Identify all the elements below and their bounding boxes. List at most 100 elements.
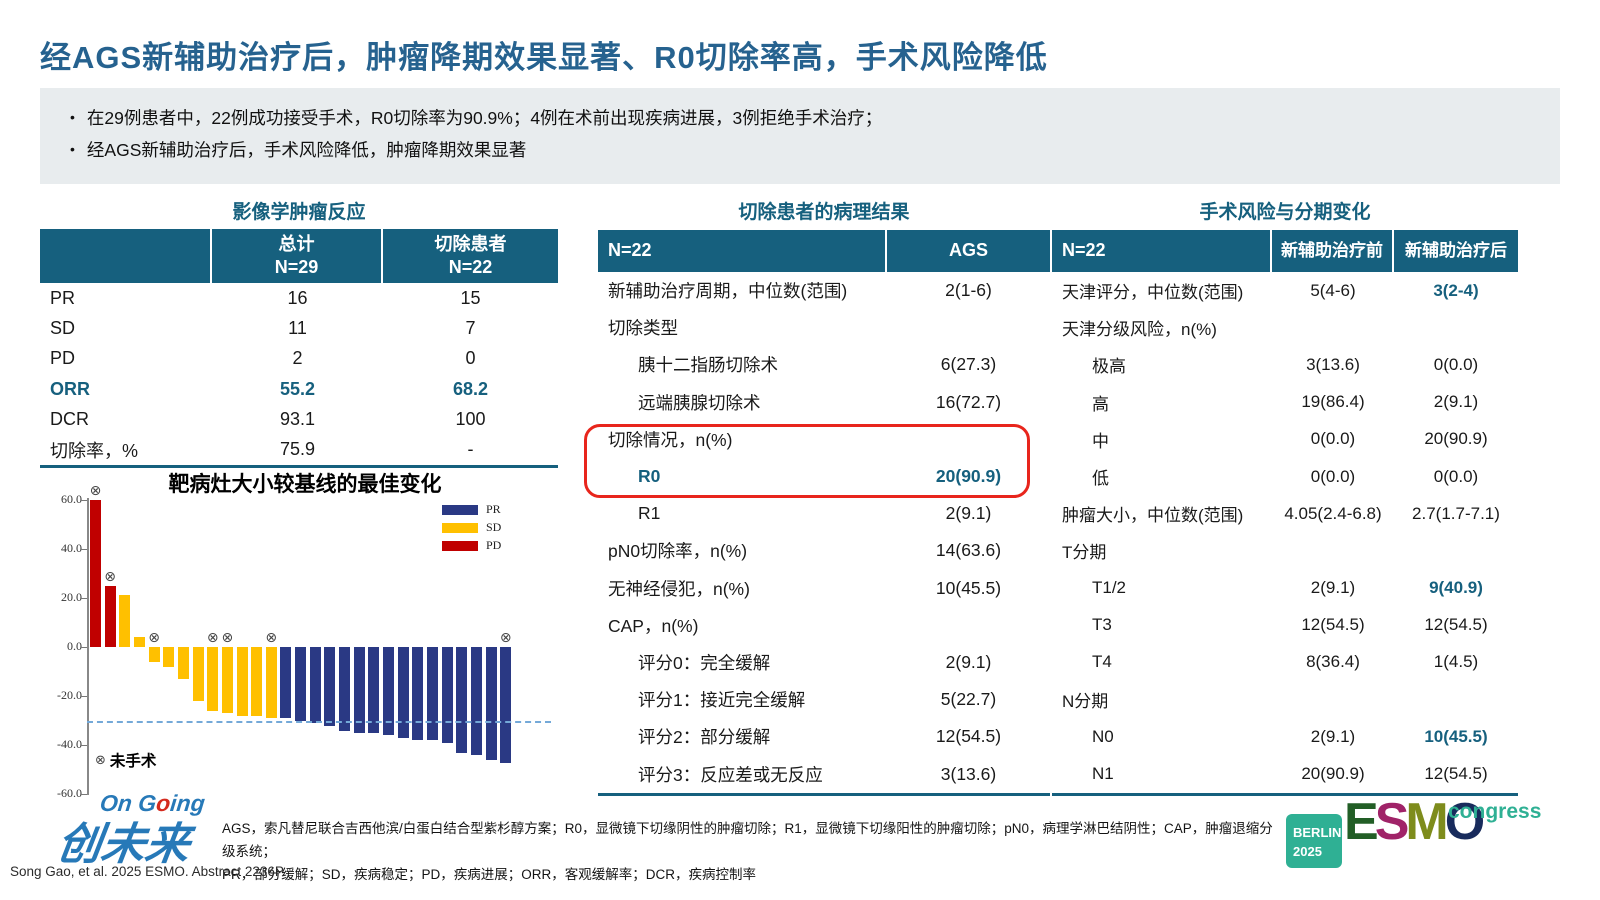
table-row: T3 12(54.5) 12(54.5) — [1092, 615, 1488, 635]
waterfall-bar-pr — [500, 647, 512, 763]
table-row: 天津分级风险，n(%) — [1062, 320, 1217, 340]
y-axis-tick — [81, 499, 87, 501]
waterfall-bar-pr — [339, 647, 351, 731]
waterfall-bar-pr — [456, 647, 468, 753]
waterfall-bar-sd — [163, 647, 175, 667]
y-axis-tick-label: 60.0 — [61, 491, 82, 506]
waterfall-bar-pr — [383, 647, 394, 736]
waterfall-bar-sd — [207, 647, 219, 711]
waterfall-bar-sd — [221, 647, 233, 714]
y-axis-tick — [81, 794, 87, 796]
right-table-header: N=22 新辅助治疗前 新辅助治疗后 — [1052, 230, 1518, 272]
table-row: 中 0(0.0) 20(90.9) — [1092, 429, 1488, 451]
table-row: 评分3：反应差或无反应 3(13.6) — [638, 763, 997, 785]
y-axis-tick — [81, 745, 87, 747]
y-axis-tick — [81, 597, 87, 599]
waterfall-bar-pr — [368, 647, 380, 734]
waterfall-bar-pr — [397, 647, 409, 738]
page-title: 经AGS新辅助治疗后，肿瘤降期效果显著、R0切除率高，手术风险降低 — [40, 40, 1048, 75]
y-axis-tick-label: 20.0 — [61, 589, 82, 604]
table-row: DCR 93.1 100 — [50, 408, 486, 429]
r0-highlight-box — [584, 424, 1030, 498]
congress-label: congress — [1448, 800, 1542, 823]
table-row: 天津评分，中位数(范围) 5(4-6) 3(2-4) — [1062, 280, 1479, 303]
y-axis-tick-label: -60.0 — [57, 786, 82, 801]
waterfall-bar-sd — [177, 647, 189, 679]
table-row: CAP，n(%) — [608, 615, 699, 636]
table-row: N分期 — [1062, 692, 1109, 712]
table-row-r0: R0 20(90.9) — [638, 466, 1002, 487]
waterfall-bar-pr — [485, 647, 497, 761]
summary-box: • 在29例患者中，22例成功接受手术，R0切除率为90.9%；4例在术前出现疾… — [40, 88, 1560, 184]
waterfall-bar-sd — [133, 637, 145, 647]
berlin-2025-badge: BERLIN 2025 — [1286, 814, 1342, 868]
header-cell-pre: 新辅助治疗前 — [1272, 230, 1394, 272]
bullet-text: 在29例患者中，22例成功接受手术，R0切除率为90.9%；4例在术前出现疾病进… — [86, 108, 883, 128]
header-cell-empty — [40, 229, 212, 283]
table-row: 无神经侵犯，n(%) 10(45.5) — [608, 577, 1002, 599]
no-surgery-marker-icon: ⊗ — [104, 567, 116, 584]
citation: Song Gao, et al. 2025 ESMO. Abstract 223… — [10, 864, 286, 879]
waterfall-bar-pr — [280, 647, 292, 719]
table-row: 切除类型 — [608, 318, 678, 339]
legend-swatch-pd — [442, 540, 478, 551]
table-row: 极高 3(13.6) 0(0.0) — [1092, 354, 1479, 377]
no-surgery-icon: ⊗ — [95, 752, 106, 767]
y-axis-tick-label: -40.0 — [57, 737, 82, 752]
right-panel-title: 手术风险与分期变化 — [1199, 202, 1371, 223]
legend-item: PD — [442, 538, 501, 553]
waterfall-bar-pr — [353, 647, 365, 734]
table-row: 新辅助治疗周期，中位数(范围) 2(1-6) — [608, 280, 992, 302]
no-surgery-marker-icon: ⊗ — [148, 629, 160, 645]
waterfall-chart: 靶病灶大小较基线的最佳变化 PR SD PD ⊗ 未手术 60.0 40.0 20.0 0… — [40, 468, 560, 800]
table-row: 切除率，% 75.9 - — [50, 439, 474, 461]
legend-label: SD — [486, 520, 502, 534]
waterfall-bar-pd — [104, 585, 116, 647]
legend-swatch-pr — [442, 504, 478, 515]
bullet-icon: • — [70, 109, 75, 125]
reference-line-minus30 — [87, 720, 551, 723]
waterfall-bar-pr — [324, 647, 336, 726]
table-row: N0 2(9.1) 10(45.5) — [1092, 726, 1488, 746]
table-row: PR 16 15 — [50, 287, 481, 308]
table-row-orr: ORR 55.2 68.2 — [50, 378, 489, 399]
left-table-body: PR 16 15 SD 11 7 PD 2 0 ORR 55.2 68.2 DC… — [40, 283, 558, 465]
middle-table-header: N=22 AGS — [598, 230, 1050, 272]
y-axis-tick — [81, 548, 87, 550]
esmo-congress-logo: BERLIN 2025 ESMO congress — [1286, 793, 1556, 873]
table-row: 评分0：完全缓解 2(9.1) — [638, 651, 992, 673]
bullet-text: 经AGS新辅助治疗后，手术风险降低，肿瘤降期效果显著 — [86, 140, 527, 161]
waterfall-bar-pr — [441, 647, 453, 743]
table-row: PD 2 0 — [50, 348, 476, 369]
bullet-item: • 在29例患者中，22例成功接受手术，R0切除率为90.9%；4例在术前出现疾… — [70, 102, 1530, 134]
table-row: 远端胰腺切除术 16(72.7) — [638, 391, 1002, 413]
header-cell-resected: 切除患者 N=22 — [434, 233, 507, 277]
y-axis-tick-label: 40.0 — [61, 540, 82, 555]
logo-text: 创未来 — [53, 820, 193, 869]
y-axis-line — [87, 498, 89, 795]
esmo-wordmark: ESMO — [1344, 793, 1485, 851]
table-row: 肿瘤大小，中位数(范围) 4.05(2.4-6.8) 2.7(1.7-7.1) — [1062, 503, 1500, 526]
table-row: SD 11 7 — [50, 317, 476, 338]
waterfall-bar-pr — [470, 647, 482, 756]
legend-item: SD — [442, 520, 501, 535]
waterfall-bar-pr — [295, 647, 307, 721]
header-cell-n: N=22 — [598, 230, 887, 272]
waterfall-bar-pr — [426, 647, 438, 741]
y-axis-tick — [81, 696, 87, 698]
table-row: 高 19(86.4) 2(9.1) — [1092, 392, 1479, 414]
waterfall-bar-sd — [265, 647, 277, 719]
y-axis-tick-label: 0.0 — [67, 639, 82, 653]
right-table-bottom-border — [1052, 793, 1518, 796]
bullet-icon: • — [70, 141, 75, 158]
waterfall-bar-pr — [412, 647, 424, 741]
waterfall-bar-sd — [119, 595, 131, 647]
no-surgery-marker-icon: ⊗ — [221, 629, 234, 645]
table-row: 切除情况，n(%) — [608, 429, 733, 450]
waterfall-bar-sd — [192, 647, 204, 702]
left-panel-title: 影像学肿瘤反应 — [232, 202, 366, 223]
company-logo: On Going 创未来 — [52, 790, 222, 870]
table-row: 评分2：部分缓解 12(54.5) — [638, 726, 1002, 748]
waterfall-bar-sd — [251, 647, 263, 716]
